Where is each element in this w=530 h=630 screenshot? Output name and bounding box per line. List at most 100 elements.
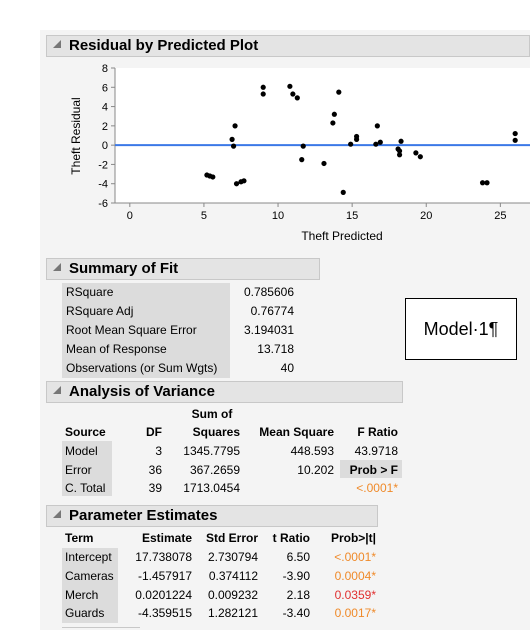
y-tick-label: 0	[102, 140, 108, 152]
data-point[interactable]	[241, 178, 247, 184]
x-tick-label: 15	[346, 210, 358, 222]
param-term: Guards	[65, 606, 105, 621]
anova-ms: 10.202	[297, 462, 334, 477]
data-point[interactable]	[479, 180, 486, 186]
param-col-header: Std Error	[205, 531, 258, 545]
data-point[interactable]	[210, 174, 216, 180]
y-tick-label: 2	[102, 121, 108, 133]
col-header-f-ratio: F Ratio	[357, 425, 398, 439]
data-point[interactable]	[396, 148, 403, 154]
param-se: 0.009232	[207, 587, 258, 602]
data-point[interactable]	[290, 91, 296, 97]
anova-df: 39	[148, 481, 162, 495]
data-point[interactable]	[512, 130, 518, 137]
summary-row: Root Mean Square Error 3.194031	[62, 321, 302, 340]
x-tick-label: 0	[127, 210, 133, 222]
summary-label: Observations (or Sum Wgts)	[62, 359, 230, 378]
summary-row: RSquare Adj 0.76774	[62, 302, 302, 321]
summary-label: Mean of Response	[62, 340, 230, 359]
data-point[interactable]	[398, 138, 404, 144]
divider	[62, 627, 140, 628]
param-term: Intercept	[65, 550, 112, 564]
params-title: Parameter Estimates	[69, 507, 218, 524]
anova-ss: 1345.7795	[183, 444, 240, 458]
data-point[interactable]	[374, 123, 380, 129]
data-point[interactable]	[232, 123, 238, 129]
anova-header[interactable]: Analysis of Variance	[46, 381, 403, 403]
data-point[interactable]	[373, 141, 379, 147]
y-tick-label: -4	[98, 179, 108, 191]
summary-title: Summary of Fit	[69, 260, 179, 277]
data-point[interactable]	[331, 111, 337, 117]
param-se: 1.282121	[207, 606, 258, 621]
anova-title: Analysis of Variance	[69, 383, 215, 400]
disclosure-icon[interactable]	[53, 386, 61, 394]
data-point[interactable]	[340, 189, 346, 195]
disclosure-icon[interactable]	[53, 263, 61, 271]
summary-label: RSquare	[62, 283, 230, 302]
data-point[interactable]	[260, 91, 266, 97]
summary-of-fit-header[interactable]: Summary of Fit	[46, 258, 320, 280]
data-point[interactable]	[321, 160, 327, 167]
param-t: 6.50	[286, 550, 310, 564]
col-header-squares: Squares	[192, 425, 240, 439]
data-point[interactable]	[348, 141, 354, 147]
prob-label-bg	[340, 460, 402, 478]
param-col-header: Prob>|t|	[330, 531, 376, 545]
data-point[interactable]	[294, 95, 300, 101]
disclosure-icon[interactable]	[53, 40, 61, 48]
summary-label: RSquare Adj	[62, 302, 230, 321]
data-point[interactable]	[484, 180, 490, 186]
param-t: -3.40	[282, 606, 310, 621]
param-se: 2.730794	[207, 550, 258, 564]
residual-plot-header[interactable]: Residual by Predicted Plot	[46, 35, 530, 57]
data-point[interactable]	[377, 139, 383, 145]
summary-value: 0.785606	[243, 285, 294, 299]
data-point[interactable]	[417, 154, 423, 160]
param-col-header: Estimate	[141, 531, 192, 545]
data-point[interactable]	[330, 120, 336, 126]
disclosure-icon[interactable]	[53, 510, 61, 518]
param-est: 17.738078	[135, 550, 192, 564]
col-header-sum-of: Sum of	[191, 407, 233, 421]
anova-f: Prob > F	[349, 462, 398, 477]
term-column-bg	[62, 548, 118, 623]
y-axis-label: Theft Residual	[69, 97, 83, 174]
data-point[interactable]	[229, 136, 235, 142]
col-header-df: DF	[146, 425, 162, 439]
anova-ms: 448.593	[290, 444, 334, 458]
anova-ss: 1713.0454	[183, 481, 240, 495]
data-point[interactable]	[299, 157, 305, 163]
summary-label: Root Mean Square Error	[62, 321, 230, 340]
anova-table: Sum of Source DF Squares Mean Square F Ratio M…	[62, 405, 402, 497]
anova-df: 3	[155, 444, 162, 458]
param-col-header: Term	[65, 531, 94, 545]
x-tick-label: 5	[201, 210, 207, 222]
param-t: -3.90	[282, 568, 310, 583]
param-p: 0.0017*	[334, 606, 376, 621]
data-point[interactable]	[230, 143, 237, 149]
data-point[interactable]	[353, 136, 360, 142]
data-point[interactable]	[300, 143, 306, 149]
col-header-source: Source	[65, 425, 106, 439]
param-p: 0.0004*	[334, 568, 376, 583]
model-label: Model·1¶	[423, 319, 499, 339]
anova-source: Model	[65, 444, 98, 458]
x-axis-label: Theft Predicted	[301, 229, 382, 243]
summary-row: Observations (or Sum Wgts) 40	[62, 359, 302, 378]
parameter-estimates-header[interactable]: Parameter Estimates	[46, 505, 378, 527]
data-point[interactable]	[336, 89, 342, 95]
anova-source: Error	[65, 462, 92, 477]
param-est: -4.359515	[137, 606, 192, 621]
data-point[interactable]	[413, 150, 419, 156]
y-tick-label: 8	[102, 63, 108, 75]
data-point[interactable]	[512, 137, 518, 143]
data-point[interactable]	[287, 83, 293, 89]
data-point[interactable]	[260, 84, 266, 90]
data-point[interactable]	[396, 152, 403, 158]
param-est: 0.0201224	[135, 587, 192, 602]
data-point[interactable]	[233, 181, 240, 187]
residual-plot-title: Residual by Predicted Plot	[69, 37, 259, 54]
x-tick-label: 25	[494, 210, 506, 222]
